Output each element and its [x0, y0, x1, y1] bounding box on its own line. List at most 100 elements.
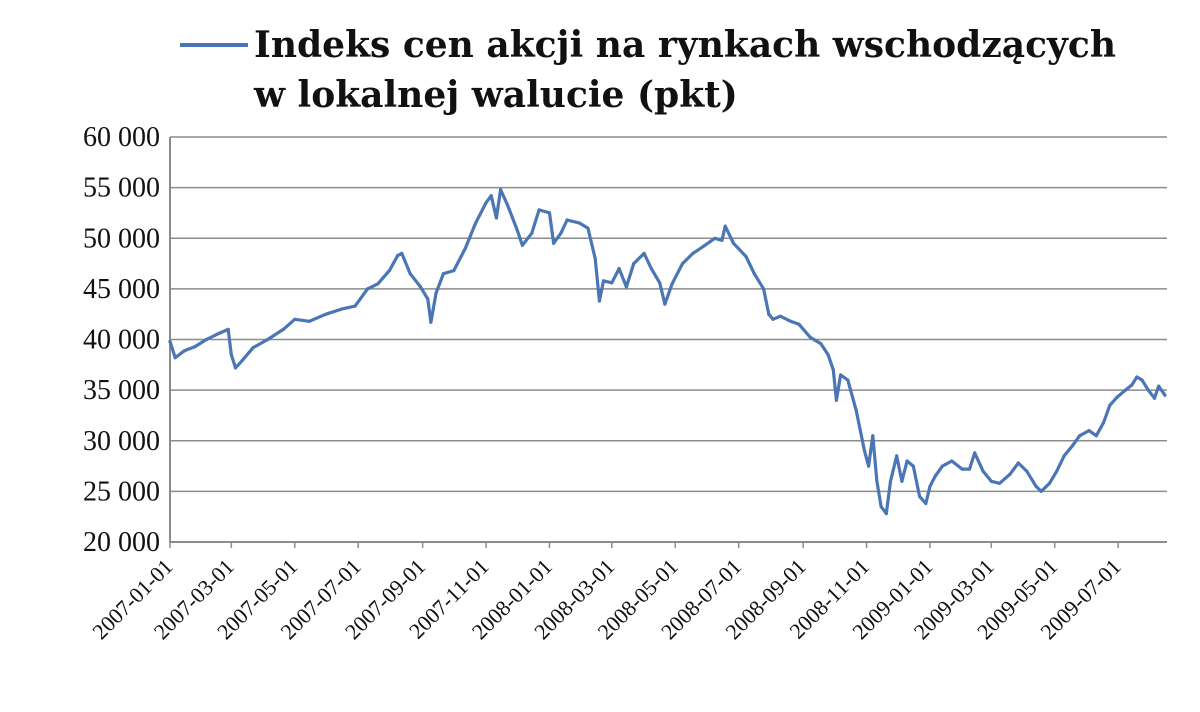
data-point: [426, 297, 430, 301]
data-point: [474, 221, 478, 225]
data-point: [281, 327, 285, 331]
data-point: [376, 282, 380, 286]
data-point: [658, 281, 662, 285]
data-point: [834, 398, 839, 402]
data-point: [723, 224, 727, 228]
data-point: [918, 494, 922, 498]
data-point: [1135, 375, 1139, 379]
data-point: [895, 454, 899, 458]
data-point: [762, 287, 766, 291]
data-point: [1140, 378, 1144, 382]
data-point: [586, 226, 590, 230]
data-point: [1094, 434, 1098, 438]
data-point: [752, 272, 756, 276]
data-point: [1047, 481, 1052, 485]
data-point: [879, 505, 883, 509]
data-point: [1130, 383, 1134, 387]
data-point: [862, 449, 867, 453]
data-point: [520, 243, 525, 247]
legend-label-line-2: w lokalnej walucie (pkt): [253, 74, 738, 116]
data-point: [1102, 420, 1106, 425]
data-point: [720, 238, 724, 242]
data-point: [744, 254, 748, 259]
data-point: [649, 267, 653, 271]
data-point: [434, 291, 438, 295]
data-point: [1034, 484, 1038, 488]
data-point: [339, 307, 344, 311]
data-point: [933, 474, 937, 478]
y-axis-ticks: 60 000 55 000 50 000 45 000 40 000 35 000 30 0…: [83, 122, 160, 558]
data-point: [680, 262, 685, 266]
data-point: [871, 434, 875, 438]
data-point: [789, 319, 793, 323]
data-point: [499, 188, 503, 192]
data-point: [1123, 388, 1127, 392]
data-point: [632, 262, 636, 266]
data-point: [183, 349, 187, 353]
series-layer: [168, 188, 1167, 516]
data-point: [547, 211, 552, 215]
data-point: [241, 358, 245, 362]
data-point: [998, 481, 1002, 485]
data-point: [559, 231, 563, 235]
data-point: [839, 373, 843, 377]
data-point: [552, 241, 556, 245]
data-point: [867, 464, 871, 468]
data-point: [924, 501, 928, 506]
data-point: [950, 459, 954, 463]
data-point: [663, 302, 667, 306]
data-point: [826, 353, 830, 357]
data-point: [778, 314, 782, 318]
data-point: [1146, 388, 1150, 392]
y-tick-label: 35 000: [83, 375, 160, 406]
data-point: [940, 464, 945, 468]
data-point: [701, 244, 705, 248]
data-point: [396, 253, 400, 258]
data-point: [1157, 384, 1161, 388]
legend-label-line-1: Indeks cen akcji na rynkach wschodzących: [254, 24, 1116, 66]
data-point: [624, 285, 629, 289]
data-point: [307, 319, 311, 323]
data-point: [365, 287, 370, 291]
data-point: [808, 335, 813, 340]
axes: [169, 137, 1167, 548]
data-point: [1070, 444, 1074, 448]
data-point: [819, 342, 823, 346]
data-point: [229, 353, 233, 357]
y-tick-label: 40 000: [83, 325, 160, 356]
data-point: [408, 272, 412, 276]
data-point: [1078, 434, 1082, 438]
data-point: [387, 269, 391, 273]
y-tick-label: 55 000: [83, 173, 160, 204]
data-point: [797, 322, 801, 326]
data-point: [884, 511, 888, 516]
y-tick-label: 25 000: [83, 476, 160, 507]
data-point: [233, 366, 238, 370]
data-point: [168, 339, 172, 344]
data-point: [226, 327, 230, 331]
data-point: [1025, 469, 1029, 473]
data-point: [713, 236, 717, 240]
data-point: [831, 368, 835, 372]
data-point: [1115, 395, 1119, 399]
y-tick-label: 60 000: [83, 122, 160, 153]
data-point: [441, 272, 445, 276]
data-point: [1108, 403, 1112, 407]
data-point: [215, 332, 219, 336]
data-point: [515, 228, 519, 232]
data-point: [204, 337, 208, 342]
data-point: [1152, 396, 1157, 400]
data-point: [530, 231, 534, 235]
data-point: [973, 451, 977, 455]
data-point: [601, 279, 606, 283]
legend: Indeks cen akcji na rynkach wschodzących…: [180, 24, 1116, 116]
data-point: [489, 194, 493, 198]
data-point: [578, 221, 582, 225]
data-point: [875, 479, 879, 483]
data-point: [484, 201, 488, 205]
data-point: [597, 299, 602, 303]
data-point: [1016, 461, 1020, 465]
y-tick-label: 50 000: [83, 223, 160, 254]
data-point: [452, 269, 456, 273]
data-point: [928, 484, 932, 488]
